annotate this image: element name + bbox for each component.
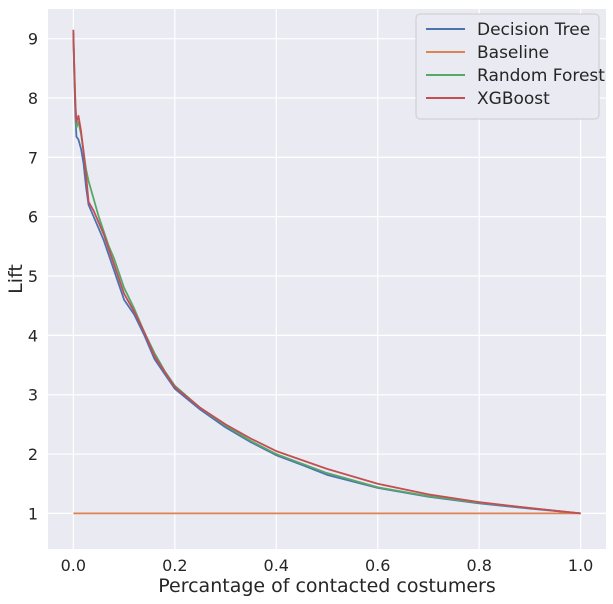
grid [48, 9, 606, 549]
legend-label: Random Forest [477, 66, 605, 86]
y-axis-label: Lift [5, 264, 27, 294]
y-tick-label: 9 [28, 30, 38, 49]
y-tick-label: 3 [28, 386, 38, 405]
legend: Decision Tree Baseline Random Forest XGBoos… [415, 13, 605, 120]
y-tick-label: 7 [28, 148, 38, 167]
y-tick-label: 6 [28, 208, 38, 227]
x-axis-label: Percantage of contacted costumers [158, 575, 496, 597]
series-line-xgboost [72, 29, 581, 515]
x-tick-label: 0.8 [466, 556, 491, 575]
x-ticks: 0.0 0.2 0.4 0.6 0.8 1.0 [61, 556, 594, 575]
y-tick-label: 4 [28, 326, 38, 345]
series-layer [72, 29, 581, 515]
series-line-decision-tree [72, 32, 581, 515]
x-tick-label: 0.2 [162, 556, 187, 575]
legend-box [415, 13, 600, 120]
y-tick-label: 5 [28, 267, 38, 286]
x-tick-label: 0.4 [264, 556, 289, 575]
legend-label: XGBoost [477, 89, 550, 109]
x-tick-label: 0.0 [61, 556, 86, 575]
y-tick-label: 8 [28, 89, 38, 108]
legend-label: Baseline [477, 43, 549, 63]
legend-label: Decision Tree [477, 20, 590, 40]
x-tick-label: 0.6 [365, 556, 390, 575]
x-tick-label: 1.0 [568, 556, 593, 575]
y-tick-label: 1 [28, 504, 38, 523]
y-ticks: 1 2 3 4 5 6 7 8 9 [28, 30, 38, 524]
y-tick-label: 2 [28, 445, 38, 464]
